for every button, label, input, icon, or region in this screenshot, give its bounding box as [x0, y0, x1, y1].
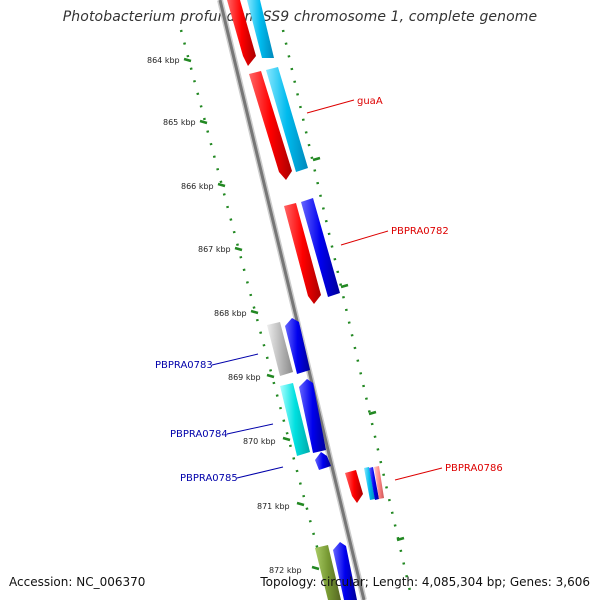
left-tick-track: [179, 29, 333, 600]
tick-mark: [217, 182, 226, 188]
right-tick-track: [281, 29, 414, 600]
tick-label: 867 kbp: [198, 245, 231, 254]
label-connector: [394, 467, 443, 481]
gene-arrow-pseudo[interactable]: [267, 322, 293, 376]
tick-mark: [311, 565, 320, 571]
tick-mark: [199, 119, 208, 125]
tick-mark: [250, 309, 259, 315]
label-connector: [226, 423, 274, 435]
gene-arrow-rna[interactable]: [266, 67, 308, 172]
gene-label-pbpra0784[interactable]: PBPRA0784: [170, 429, 228, 440]
tick-mark: [396, 536, 405, 542]
label-connector: [306, 99, 355, 114]
gene-arrow-other[interactable]: [315, 545, 341, 600]
gene-arrow-forward[interactable]: [249, 71, 292, 180]
tick-label: 869 kbp: [228, 373, 261, 382]
gene-arrow-reverse[interactable]: [333, 542, 357, 600]
tick-mark: [312, 156, 321, 162]
map-title: Photobacterium profundum SS9 chromosome …: [62, 9, 538, 25]
tick-mark: [266, 373, 275, 379]
right-kbp-ticks: [312, 156, 405, 542]
gene-label-guaA[interactable]: guaA: [357, 96, 383, 107]
chromosome-backbone-core: [218, 0, 366, 600]
tick-mark: [368, 410, 377, 416]
gene-arrow-forward[interactable]: [284, 203, 321, 304]
gene-arrow-forward[interactable]: [227, 0, 256, 66]
tick-label: 864 kbp: [147, 56, 180, 65]
tick-mark: [183, 57, 192, 63]
tick-label: 871 kbp: [257, 502, 290, 511]
gene-arrow-reverse[interactable]: [369, 467, 379, 500]
gene-arrow-other[interactable]: [374, 466, 384, 499]
label-connector: [340, 230, 389, 246]
gene-arrow-rna[interactable]: [280, 383, 310, 456]
tick-mark: [234, 246, 243, 252]
label-connector: [211, 353, 259, 366]
gene-arrow-rna[interactable]: [247, 0, 274, 58]
tick-mark: [282, 436, 291, 442]
gene-arrow-reverse[interactable]: [301, 198, 340, 297]
tick-label: 866 kbp: [181, 182, 214, 191]
label-connector: [236, 466, 284, 479]
tick-mark: [296, 501, 305, 507]
accession-text: Accession: NC_006370: [9, 575, 146, 589]
tick-mark: [340, 283, 349, 289]
gene-arrow-forward[interactable]: [345, 470, 363, 503]
gene-arrow-reverse[interactable]: [299, 379, 326, 453]
gene-arrow-reverse[interactable]: [285, 318, 310, 374]
tick-label: 872 kbp: [269, 566, 302, 575]
gene-label-pbpra0783[interactable]: PBPRA0783: [155, 360, 213, 371]
gene-features: [227, 0, 384, 600]
gene-label-pbpra0782[interactable]: PBPRA0782: [391, 226, 449, 237]
gene-arrow-rna[interactable]: [364, 467, 375, 500]
tick-label: 870 kbp: [243, 437, 276, 446]
gene-label-pbpra0785[interactable]: PBPRA0785: [180, 473, 238, 484]
tick-label: 865 kbp: [163, 118, 196, 127]
tick-label: 868 kbp: [214, 309, 247, 318]
genome-summary-text: Topology: circular; Length: 4,085,304 bp…: [260, 575, 590, 589]
kbp-ticks: 864 kbp 865 kbp 866 kbp 867 kbp 868 kbp …: [147, 56, 320, 575]
gene-arrow-reverse[interactable]: [315, 452, 331, 470]
gene-label-pbpra0786[interactable]: PBPRA0786: [445, 463, 503, 474]
